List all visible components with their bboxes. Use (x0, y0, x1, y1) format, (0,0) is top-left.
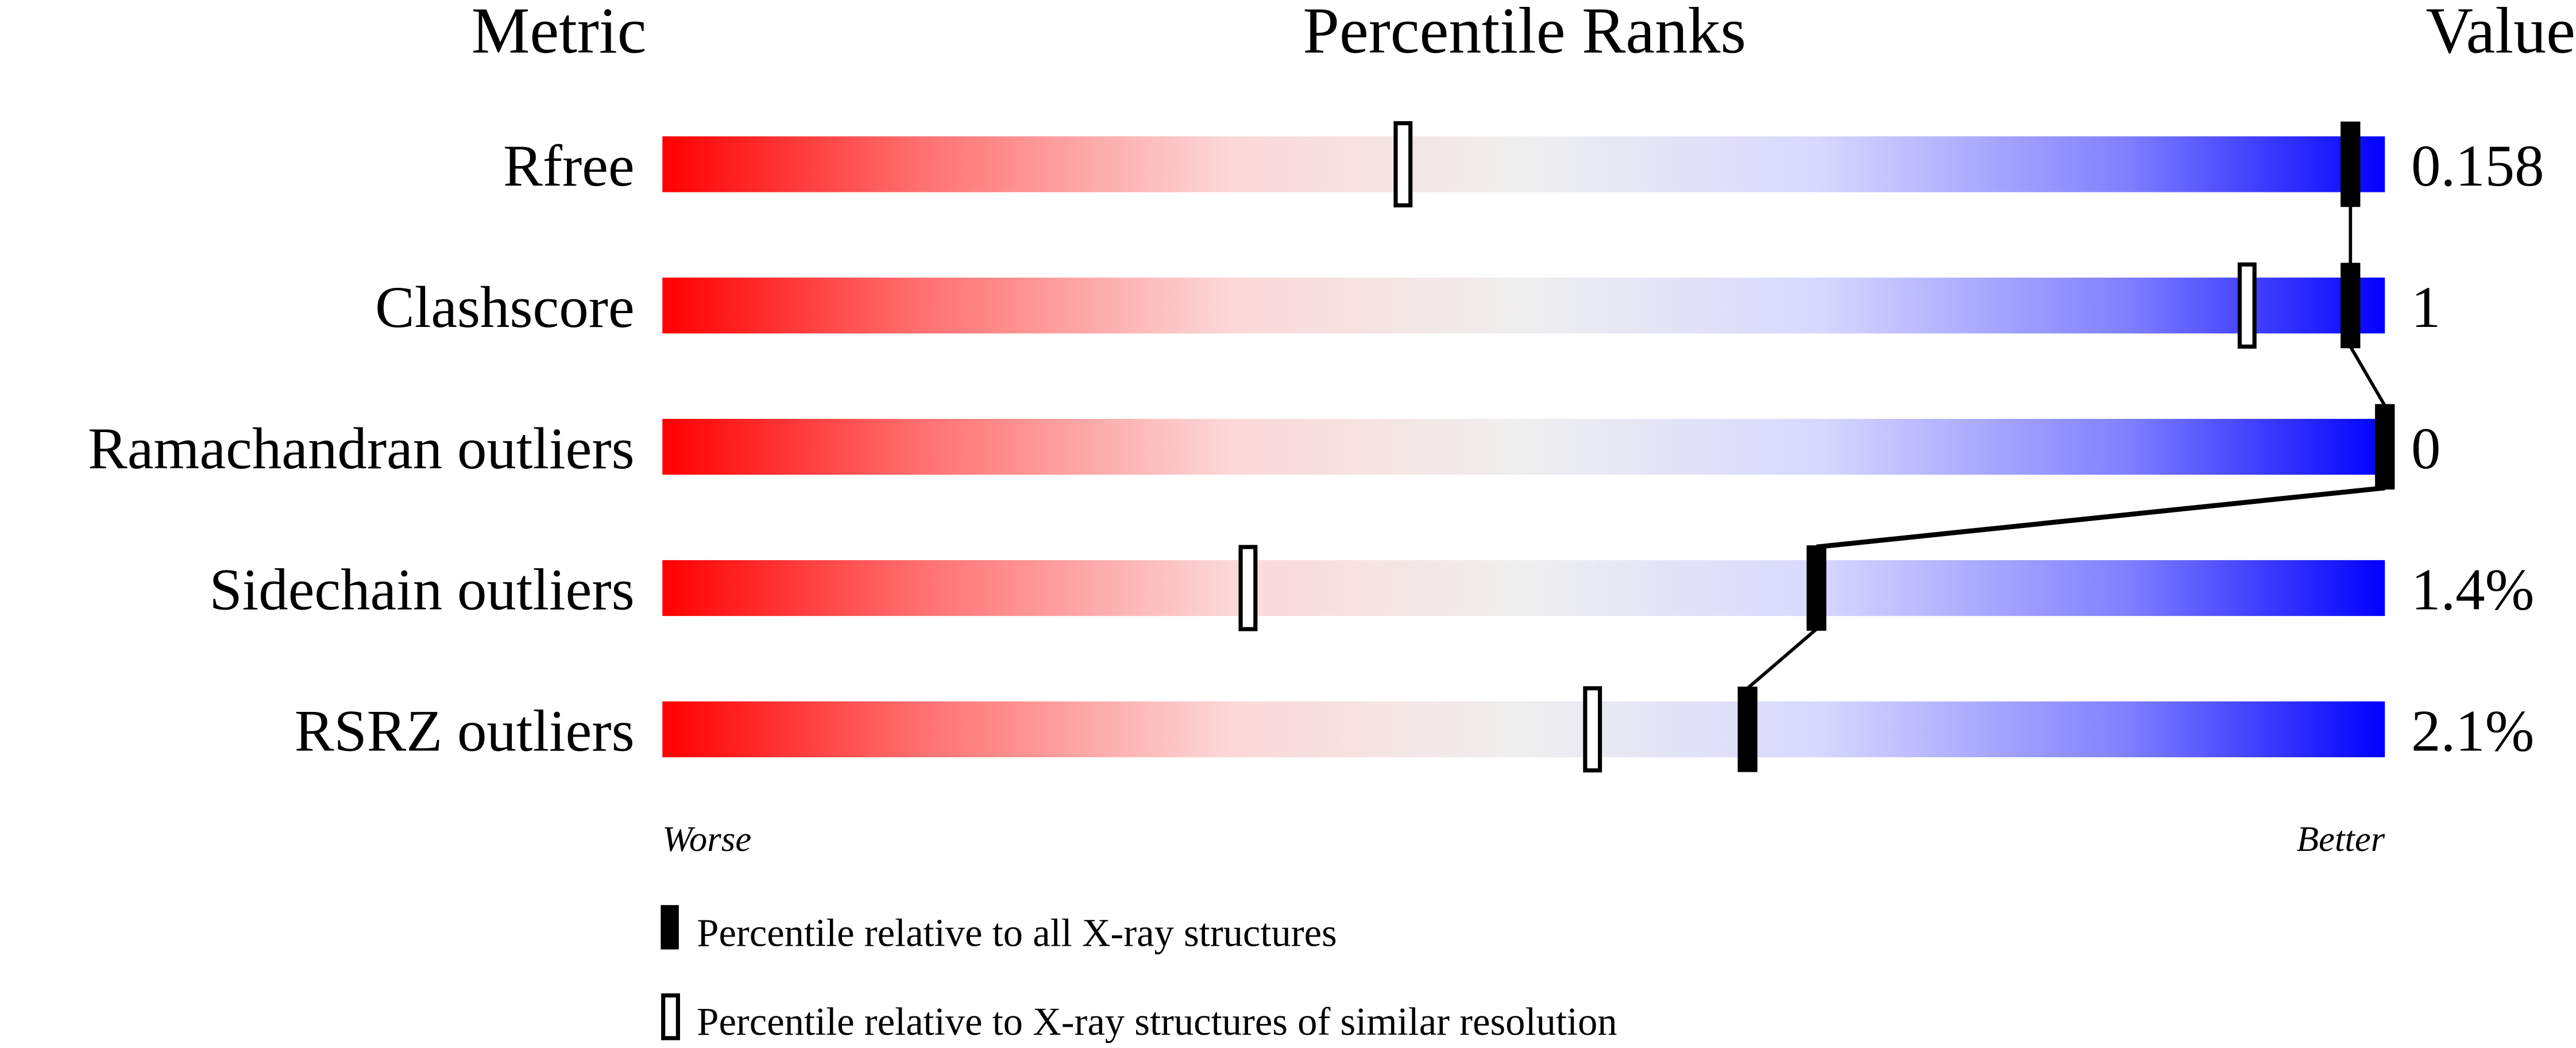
marker-all-structures (2375, 404, 2395, 490)
header-metric: Metric (472, 0, 647, 67)
percentile-bar (662, 701, 2385, 757)
metric-label: Clashscore (375, 275, 635, 340)
legend-label-similar: Percentile relative to X-ray structures … (697, 1000, 1617, 1043)
marker-similar-resolution (1393, 121, 1413, 207)
axis-label-worse: Worse (662, 819, 751, 859)
connector-line (1746, 627, 1818, 690)
marker-similar-resolution (1238, 545, 1258, 631)
header-percentile-ranks: Percentile Ranks (1303, 0, 1746, 67)
metric-value: 0.158 (2411, 133, 2544, 199)
marker-all-structures (1737, 687, 1758, 772)
axis-label-better: Better (2297, 819, 2385, 859)
metric-label: Ramachandran outliers (88, 416, 635, 481)
percentile-bar (662, 419, 2385, 475)
percentile-bar (662, 560, 2385, 617)
connector-line (1816, 485, 2385, 550)
marker-similar-resolution (2237, 262, 2257, 349)
marker-similar-resolution (1583, 686, 1602, 773)
marker-all-structures (1806, 545, 1826, 631)
metric-value: 1.4% (2411, 557, 2534, 623)
marker-all-structures (2341, 263, 2361, 349)
connector-line (2349, 345, 2386, 407)
metric-value: 2.1% (2411, 699, 2534, 764)
metric-label: Rfree (503, 133, 635, 199)
legend-filled-marker (661, 905, 679, 950)
legend-open-marker (661, 993, 680, 1041)
legend-label-all: Percentile relative to all X-ray structu… (697, 911, 1337, 955)
header-value: Value (2426, 0, 2575, 67)
metric-value: 0 (2411, 416, 2440, 481)
marker-all-structures (2341, 121, 2361, 207)
metric-value: 1 (2411, 275, 2440, 340)
percentile-bar (662, 136, 2385, 192)
percentile-bar (662, 278, 2385, 334)
metric-label: Sidechain outliers (209, 557, 634, 623)
metric-label: RSRZ outliers (295, 699, 635, 764)
